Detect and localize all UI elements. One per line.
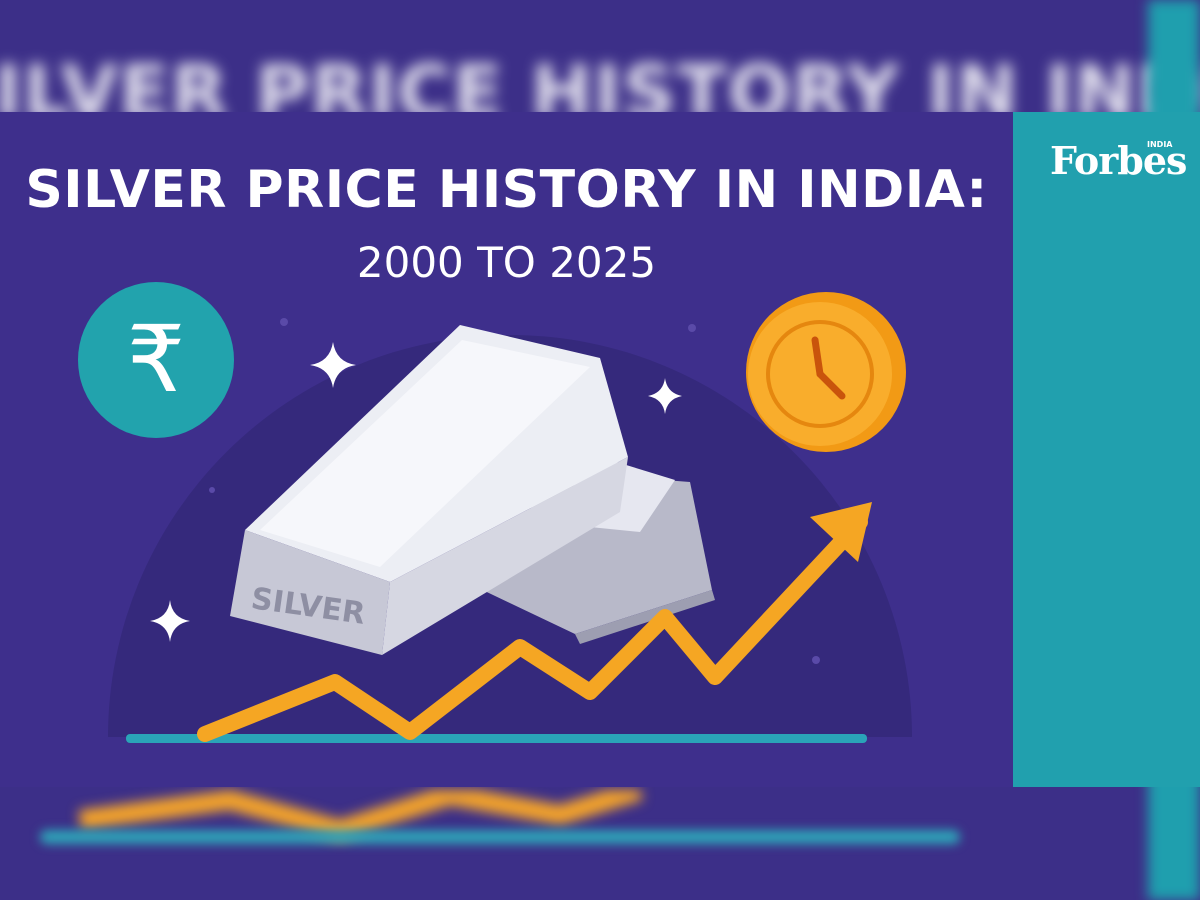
sparkle-icon: [150, 600, 190, 642]
trend-arrow-icon: [197, 502, 872, 742]
silver-bar-icon: SILVER: [230, 325, 628, 655]
illustration: SILVER: [78, 282, 912, 743]
sparkle-icon: [310, 342, 356, 388]
rupee-coin-icon: [78, 282, 234, 438]
decor-dot: [280, 318, 288, 326]
rupee-symbol: ₹: [126, 306, 186, 413]
main-card: SILVER ₹ SILVER PRICE HISTORY IN INDIA: …: [0, 112, 1200, 787]
clock-coin-icon: [746, 292, 906, 452]
page-subtitle: 2000 TO 2025: [356, 238, 657, 287]
decor-dot: [812, 656, 820, 664]
background-blurred-baseline: [40, 830, 960, 844]
forbes-logo: Forbes: [1050, 138, 1187, 183]
sparkle-icon: [648, 378, 682, 414]
chart-baseline: [126, 734, 867, 743]
decor-dot: [688, 324, 696, 332]
background-blurred-arrow: [78, 790, 643, 840]
page-title: SILVER PRICE HISTORY IN INDIA:: [25, 160, 988, 220]
decor-dot: [209, 487, 215, 493]
teal-panel: [1013, 112, 1200, 787]
forbes-logo-india: INDIA: [1147, 140, 1173, 149]
